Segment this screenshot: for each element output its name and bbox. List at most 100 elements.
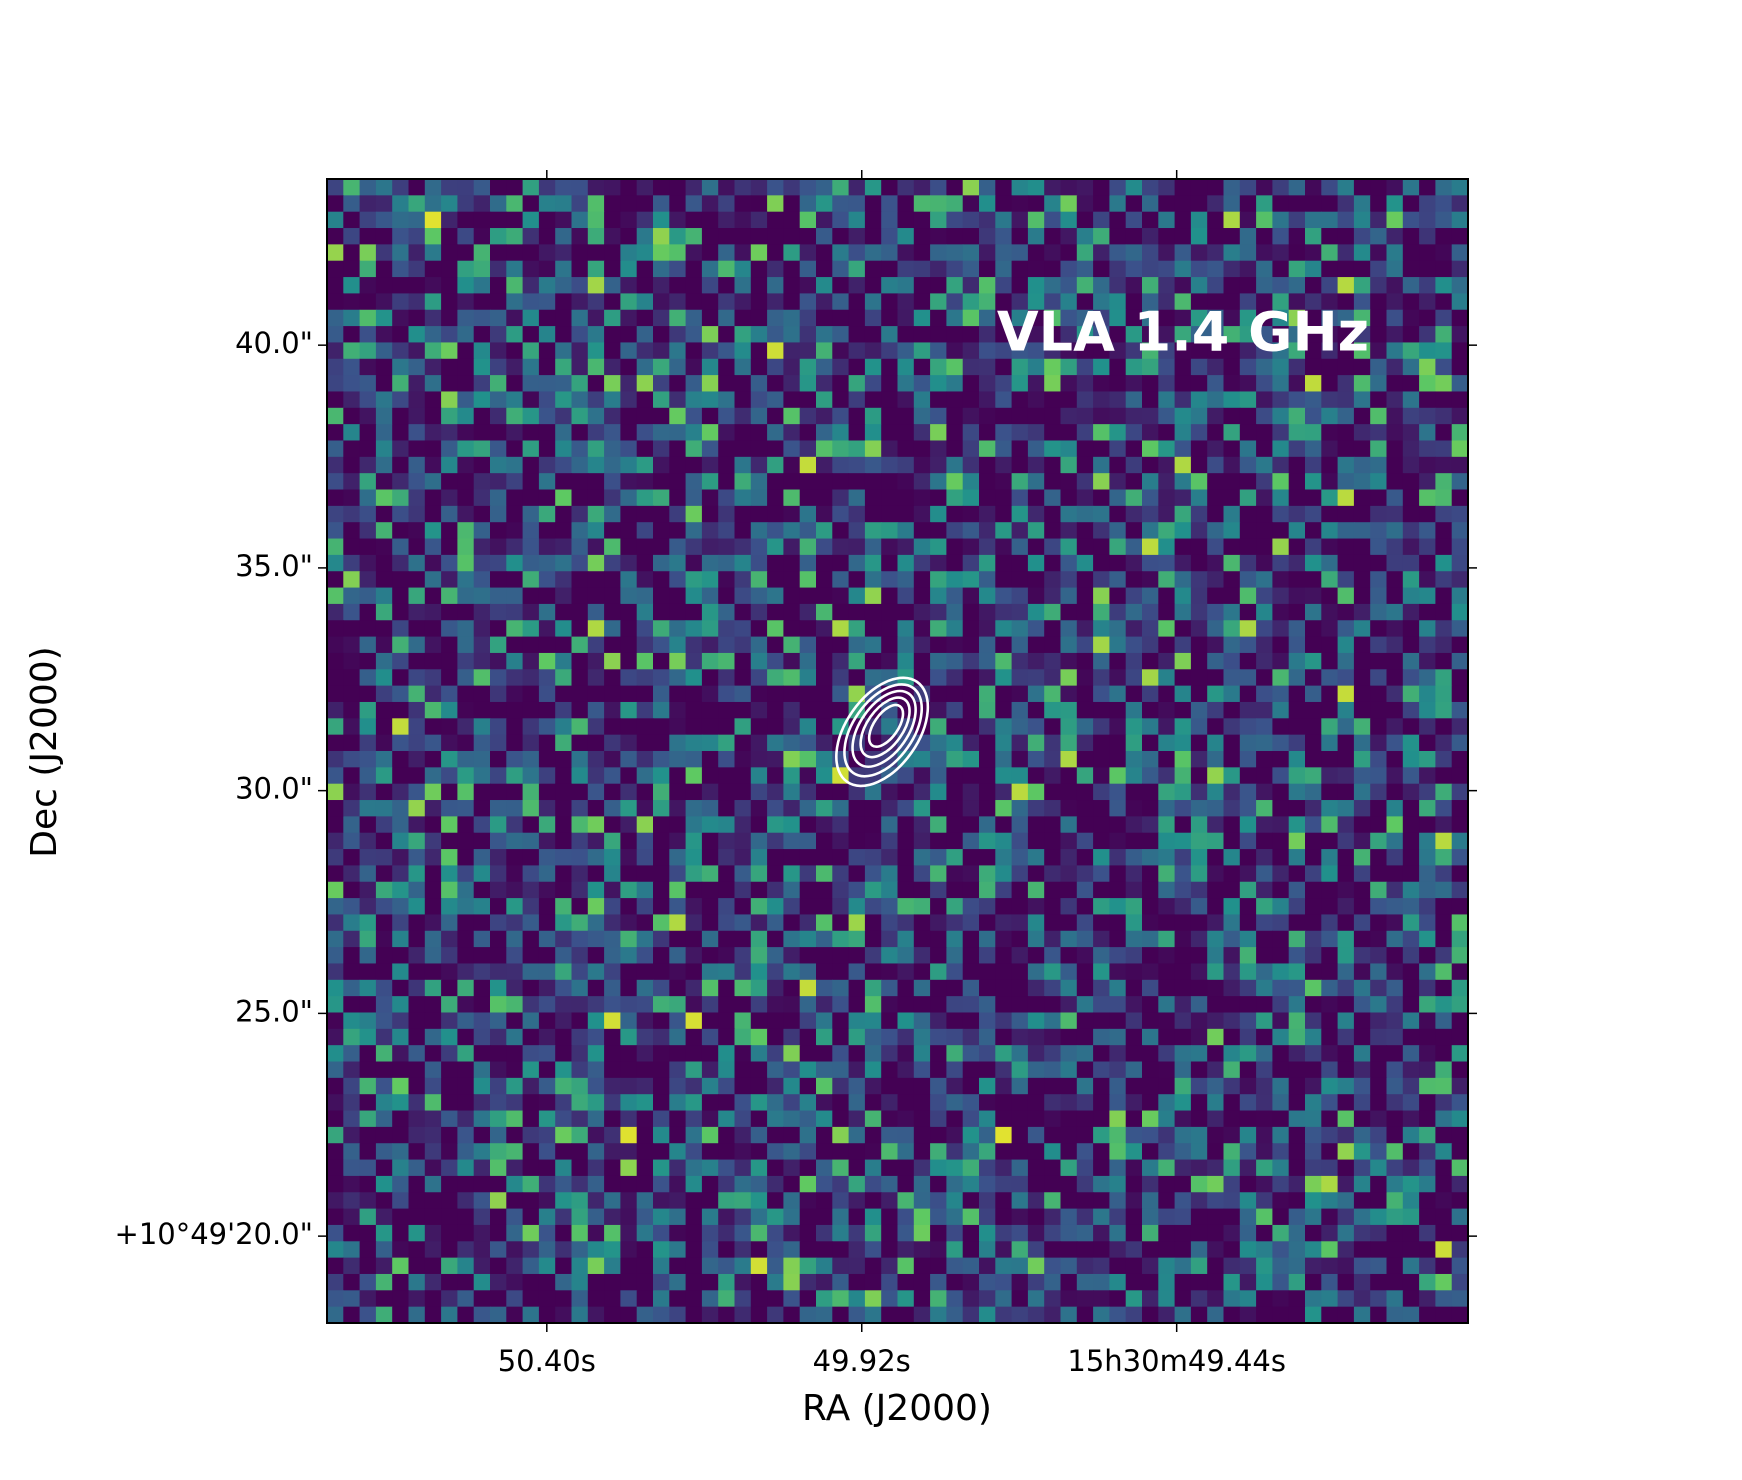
image-pixel (587, 244, 605, 262)
image-pixel (359, 179, 377, 196)
image-pixel (783, 1110, 801, 1128)
image-pixel (1256, 718, 1273, 736)
image-pixel (1451, 1257, 1469, 1275)
image-pixel (555, 930, 573, 948)
image-pixel (604, 1192, 621, 1210)
image-pixel (1142, 277, 1159, 294)
image-pixel (913, 1306, 931, 1324)
image-pixel (408, 701, 426, 719)
image-pixel (408, 636, 426, 654)
image-pixel (359, 783, 377, 801)
image-pixel (506, 979, 524, 997)
image-pixel (816, 1175, 833, 1193)
image-pixel (783, 587, 801, 605)
image-pixel (1239, 1290, 1257, 1308)
image-pixel (1239, 751, 1257, 768)
image-pixel (1370, 930, 1388, 948)
image-pixel (1419, 375, 1436, 393)
image-pixel (1158, 195, 1176, 213)
image-pixel (1158, 1192, 1176, 1210)
image-pixel (490, 1290, 507, 1308)
image-pixel (1044, 1045, 1062, 1063)
image-pixel (555, 767, 573, 785)
image-pixel (783, 1241, 801, 1259)
image-pixel (490, 211, 507, 229)
image-pixel (1353, 800, 1371, 817)
image-pixel (604, 620, 621, 638)
image-pixel (1207, 652, 1225, 670)
image-pixel (604, 489, 621, 507)
image-pixel (1027, 603, 1045, 621)
image-pixel (555, 914, 573, 932)
image-pixel (1109, 1012, 1127, 1030)
image-pixel (653, 669, 670, 687)
image-pixel (750, 1045, 768, 1063)
image-pixel (587, 309, 605, 327)
image-pixel (783, 930, 801, 948)
image-pixel (734, 1208, 752, 1226)
image-pixel (962, 636, 980, 654)
image-pixel (881, 489, 899, 507)
image-pixel (1305, 1208, 1322, 1226)
image-pixel (1386, 1159, 1404, 1177)
image-pixel (799, 358, 817, 376)
image-pixel (1044, 309, 1062, 327)
image-pixel (359, 816, 377, 834)
image-pixel (343, 538, 361, 556)
image-pixel (1288, 375, 1306, 393)
image-pixel (1011, 358, 1029, 376)
image-pixel (1125, 554, 1143, 572)
image-pixel (1207, 587, 1225, 605)
image-pixel (441, 669, 458, 687)
image-pixel (1223, 1208, 1241, 1226)
image-pixel (897, 489, 915, 507)
image-pixel (1190, 1045, 1208, 1063)
image-pixel (1321, 652, 1339, 670)
image-pixel (1044, 1012, 1062, 1030)
image-pixel (1451, 244, 1469, 262)
image-pixel (669, 603, 687, 621)
image-pixel (359, 505, 377, 523)
image-pixel (555, 407, 573, 425)
image-pixel (538, 277, 556, 294)
image-pixel (506, 1045, 524, 1063)
image-pixel (1174, 554, 1192, 572)
image-pixel (685, 293, 703, 311)
image-pixel (897, 179, 915, 196)
image-pixel (995, 571, 1013, 589)
image-pixel (979, 358, 996, 376)
image-pixel (457, 473, 475, 491)
image-pixel (962, 1208, 980, 1226)
image-pixel (506, 816, 524, 834)
image-pixel (555, 1290, 573, 1308)
image-pixel (669, 1028, 687, 1046)
image-pixel (375, 832, 393, 850)
image-pixel (750, 1224, 768, 1242)
image-pixel (685, 1126, 703, 1144)
image-pixel (1093, 783, 1110, 801)
image-pixel (571, 1126, 589, 1144)
image-pixel (1190, 1306, 1208, 1324)
image-pixel (1256, 407, 1273, 425)
image-pixel (1370, 571, 1388, 589)
image-pixel (832, 1241, 850, 1259)
image-pixel (636, 1159, 654, 1177)
image-pixel (1174, 1257, 1192, 1275)
image-pixel (1321, 228, 1339, 245)
image-pixel (1256, 277, 1273, 294)
image-pixel (734, 211, 752, 229)
image-pixel (962, 375, 980, 393)
image-pixel (441, 914, 458, 932)
image-pixel (1305, 440, 1322, 458)
image-pixel (620, 1028, 638, 1046)
image-pixel (620, 260, 638, 278)
image-pixel (962, 1306, 980, 1324)
image-pixel (555, 652, 573, 670)
image-pixel (1076, 832, 1094, 850)
image-pixel (1142, 1094, 1159, 1112)
image-pixel (1190, 898, 1208, 916)
image-pixel (1435, 849, 1453, 866)
image-pixel (685, 930, 703, 948)
image-pixel (1256, 979, 1273, 997)
image-pixel (1435, 1175, 1453, 1193)
